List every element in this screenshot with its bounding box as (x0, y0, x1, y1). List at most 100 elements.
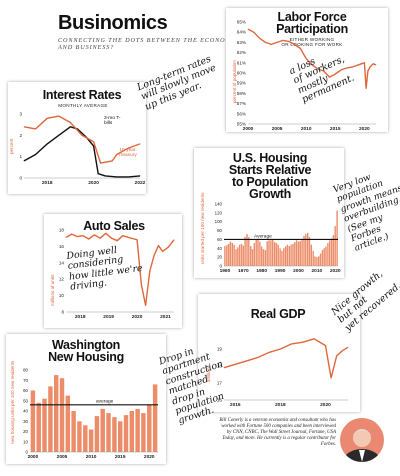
rates-point (35, 154, 36, 155)
housing-starts-card: U.S. Housing Starts Relative to Populati… (194, 148, 344, 278)
rates-point (128, 147, 129, 149)
housing-bar (314, 256, 316, 266)
labor-point (288, 41, 290, 42)
labor-point (334, 73, 336, 75)
wash-xtick: 2010 (86, 454, 97, 460)
gdp-xtick: 2018 (275, 402, 286, 408)
housing-bar (229, 241, 232, 266)
rates-ytick: 1 (19, 154, 22, 159)
housing-xtick: 2020 (330, 268, 341, 274)
rates-tbills-line2: bills (104, 121, 113, 127)
labor-force-card: Labor Force Participation EITHER WORKING… (226, 8, 388, 132)
housing-bar (290, 244, 292, 266)
labor-point (329, 76, 330, 78)
housing-bar (266, 241, 268, 266)
labor-point (305, 58, 307, 60)
rates-note: Long-term rates will slowly move up this… (136, 54, 222, 113)
housing-bar (226, 245, 228, 266)
housing-bar (295, 240, 298, 266)
wash-bar (83, 425, 88, 452)
auto-point (140, 283, 142, 285)
auto-xtick: 2019 (103, 314, 114, 320)
author-bio: Bill Conerly is a veteran economist and … (219, 418, 336, 447)
gdp-title: Real GDP (250, 307, 306, 321)
housing-bar (308, 237, 311, 266)
interest-rates-card: Interest Rates MONTHLY AVERAGE percent 3… (8, 82, 146, 194)
author-avatar (340, 418, 384, 462)
wash-ytick: 40 (23, 409, 28, 414)
labor-point (346, 67, 348, 69)
labor-ytick: 55% (237, 122, 246, 127)
wash-xtick: 2000 (28, 454, 39, 460)
labor-point (364, 62, 365, 64)
rates-point (58, 115, 60, 117)
auto-point (99, 237, 101, 239)
wash-bar (141, 413, 146, 452)
housing-bar (253, 243, 255, 266)
gdp-point (234, 363, 236, 365)
labor-ytick: 60% (237, 71, 246, 76)
labor-point (282, 40, 284, 41)
gdp-point (302, 341, 304, 343)
wash-bar (59, 378, 65, 452)
housing-ytick: 80 (217, 228, 222, 233)
auto-point (116, 240, 118, 242)
labor-subtitle: EITHER WORKING OR LOOKING FOR WORK (266, 37, 358, 47)
housing-bar (321, 250, 324, 266)
housing-bar (257, 238, 259, 266)
housing-title-line3: to Population (232, 175, 308, 189)
labor-point (375, 64, 377, 66)
housing-bar (242, 245, 244, 266)
auto-point (158, 245, 159, 246)
housing-bar (264, 250, 267, 266)
housing-title: U.S. Housing Starts Relative to Populati… (214, 152, 326, 201)
housing-bar (336, 210, 338, 266)
wash-ytick: 20 (23, 429, 28, 434)
tagline: CONNECTING THE DOTS BETWEEN THE ECONOMY … (58, 37, 243, 51)
auto-point (65, 237, 67, 238)
rates-point (81, 134, 83, 136)
auto-point (149, 270, 151, 272)
wash-ytick: 50 (23, 398, 28, 403)
gdp-point (268, 352, 270, 353)
auto-ytick: 16 (59, 244, 65, 249)
gdp-ytick: 18 (217, 364, 223, 369)
rates-tbills-label: 3-mo T- bills (104, 116, 120, 126)
rates-point (46, 143, 48, 145)
labor-xtick: 2020 (359, 126, 370, 132)
labor-ytick: 58% (237, 91, 246, 96)
housing-bar (323, 248, 325, 266)
housing-bar (275, 243, 278, 266)
housing-bar (248, 237, 250, 266)
auto-chart: 8 10 12 14 16 18 2018 2019 2020 2021 (59, 228, 175, 320)
wash-bar (48, 386, 53, 452)
labor-point (276, 42, 278, 43)
housing-bar (303, 235, 305, 266)
housing-bar (288, 246, 290, 266)
housing-bar (255, 239, 257, 266)
labor-point (358, 64, 359, 66)
housing-bar (268, 240, 270, 266)
gdp-point (223, 367, 225, 369)
labor-series-line (247, 28, 377, 90)
rates-ytick: 2 (19, 133, 22, 138)
auto-point (122, 235, 124, 237)
housing-bar (227, 243, 230, 266)
auto-point (82, 235, 84, 237)
rates-xtick: 2020 (88, 180, 99, 186)
housing-bar (318, 256, 320, 266)
housing-bar (329, 240, 331, 266)
rates-point (93, 141, 94, 143)
rates-treasury-line2: Treasury (118, 153, 137, 159)
housing-ytick: 0 (220, 264, 223, 269)
labor-point (253, 31, 255, 33)
gdp-xtick: 2016 (230, 402, 241, 408)
housing-ytick: 140 (215, 202, 223, 207)
housing-bar (281, 250, 283, 266)
wash-average-label: average (96, 398, 114, 404)
housing-bar (273, 242, 276, 266)
rates-point (104, 175, 106, 177)
rates-treasury-line1: 10-year (119, 148, 136, 153)
labor-ytick: 57% (237, 101, 246, 106)
labor-point (352, 66, 354, 68)
